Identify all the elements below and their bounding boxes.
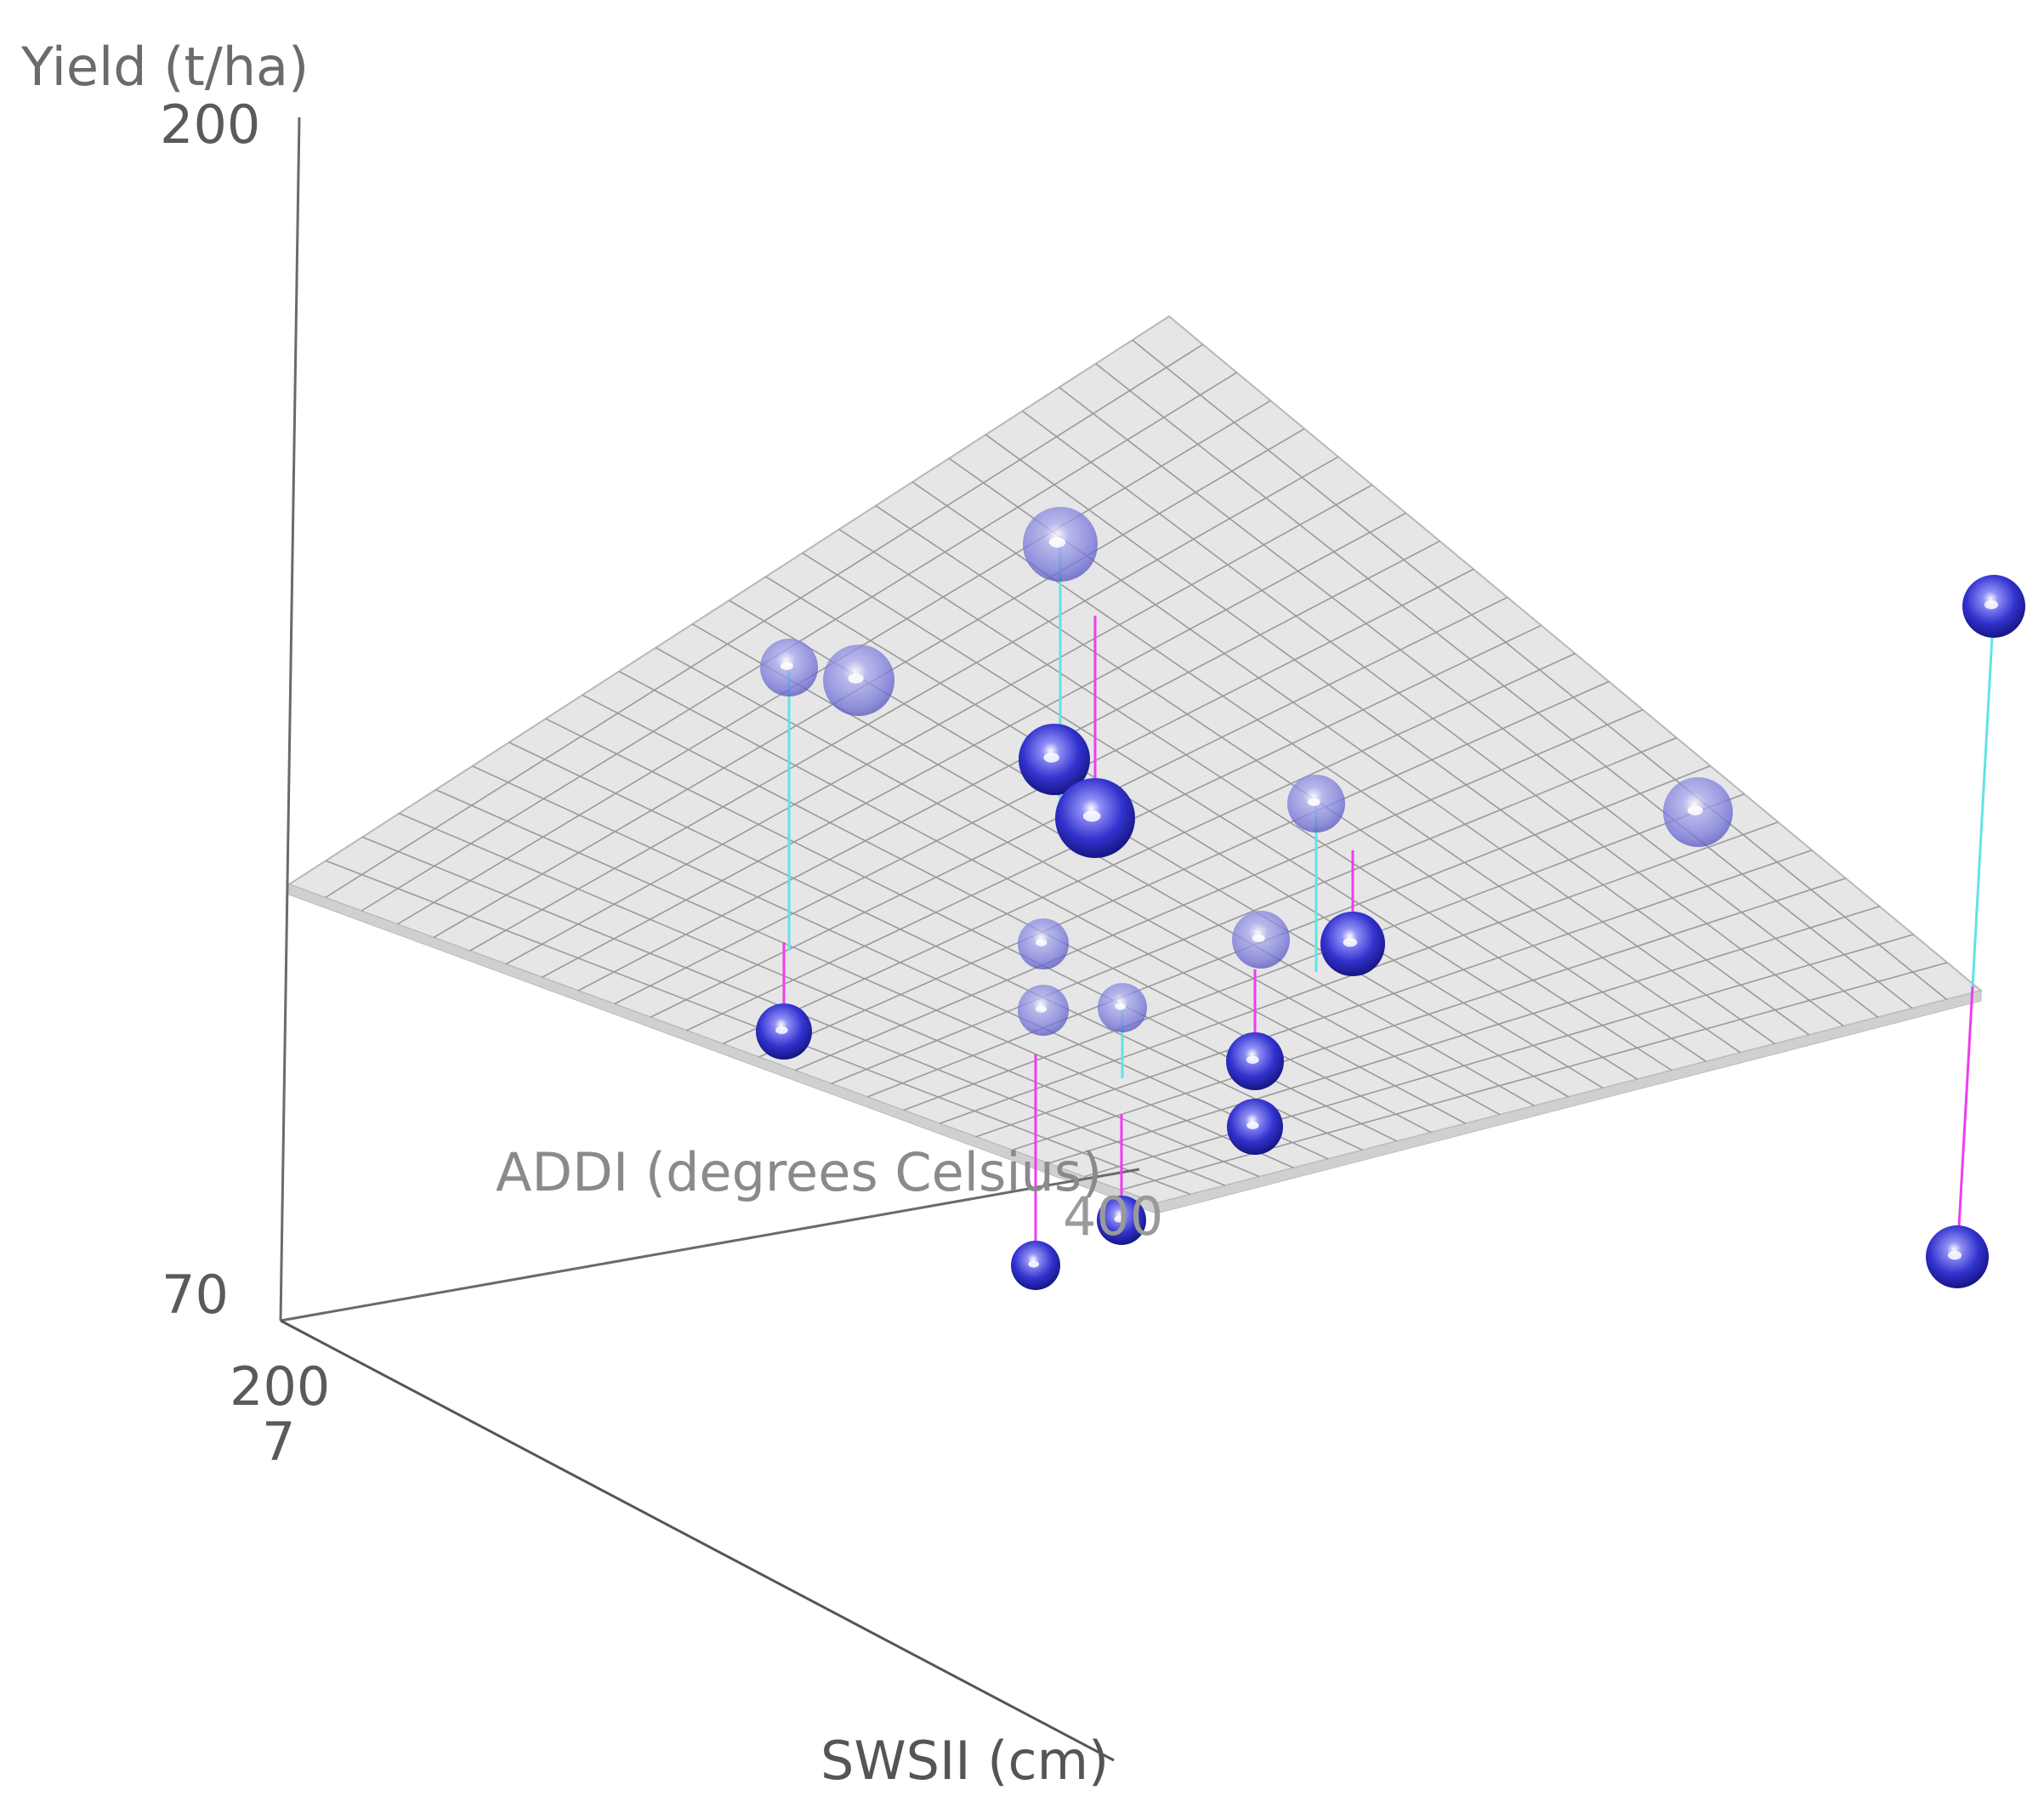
data-point (1098, 983, 1147, 1032)
axes (279, 117, 1140, 1762)
y-axis-title: Yield (t/ha) (21, 36, 309, 98)
data-point-highlight (1984, 600, 1999, 610)
data-point (1926, 1225, 1989, 1288)
data-point-highlight (1036, 939, 1048, 946)
data-point-highlight (1114, 1215, 1126, 1223)
data-point (1962, 575, 2025, 638)
plane-grid-line (1095, 363, 1913, 1009)
points-behind (760, 507, 1733, 1036)
data-point-highlight (1252, 934, 1265, 943)
x-axis-line (280, 1168, 1140, 1322)
data-point (1232, 911, 1290, 969)
data-point (1663, 777, 1733, 847)
plane-grid-line (1083, 934, 1914, 1178)
plane-grid-line (1048, 906, 1880, 1164)
residual-line (1971, 605, 1996, 987)
data-point-highlight (1043, 753, 1059, 763)
data-point-highlight (1115, 1003, 1127, 1010)
y-tick-top: 200 (160, 94, 261, 156)
y-axis-line (279, 117, 301, 1321)
plane-grid-line (1059, 386, 1879, 1018)
data-point (1226, 1032, 1284, 1090)
data-point (1287, 775, 1345, 833)
regression-plane (287, 315, 1984, 1214)
data-point-highlight (848, 673, 864, 684)
x-tick: 400 (1063, 1185, 1164, 1248)
data-point (1227, 1099, 1283, 1155)
data-point-highlight (1947, 1250, 1962, 1260)
data-point (1018, 985, 1069, 1036)
data-point (760, 639, 818, 696)
z-tick-min: 7 (262, 1411, 296, 1473)
data-point (756, 1003, 812, 1060)
data-point (1011, 1241, 1060, 1290)
data-point (1019, 724, 1090, 795)
data-point-highlight (1048, 537, 1066, 548)
z-axis-title: SWSII (cm) (820, 1730, 1110, 1792)
z-tick-max: 200 (230, 1355, 331, 1418)
data-point-highlight (1246, 1055, 1259, 1065)
data-point-highlight (1343, 937, 1358, 947)
data-point-highlight (775, 1026, 788, 1034)
data-point-highlight (1307, 798, 1320, 807)
data-point (1097, 1196, 1146, 1245)
data-point-highlight (1028, 1260, 1040, 1268)
data-point-highlight (1687, 805, 1703, 816)
y-tick-bottom: 70 (162, 1264, 229, 1326)
z-axis-line (280, 1319, 1115, 1762)
data-point-highlight (780, 662, 793, 671)
data-point (1055, 778, 1135, 858)
data-point-highlight (1036, 1005, 1048, 1013)
data-point (1023, 507, 1098, 582)
points-front (756, 575, 2025, 1290)
plane-grid-line (1132, 339, 1948, 1001)
residual-line (1956, 986, 1974, 1258)
plane-edge (288, 884, 1982, 1214)
data-point (1018, 918, 1069, 969)
data-point-highlight (1082, 810, 1101, 822)
plane-grid-line (1011, 878, 1847, 1151)
data-point-highlight (1246, 1121, 1259, 1129)
data-point (1320, 912, 1385, 976)
data-point (823, 645, 894, 716)
x-axis-title: ADDI (degrees Celsius) (496, 1141, 1103, 1203)
